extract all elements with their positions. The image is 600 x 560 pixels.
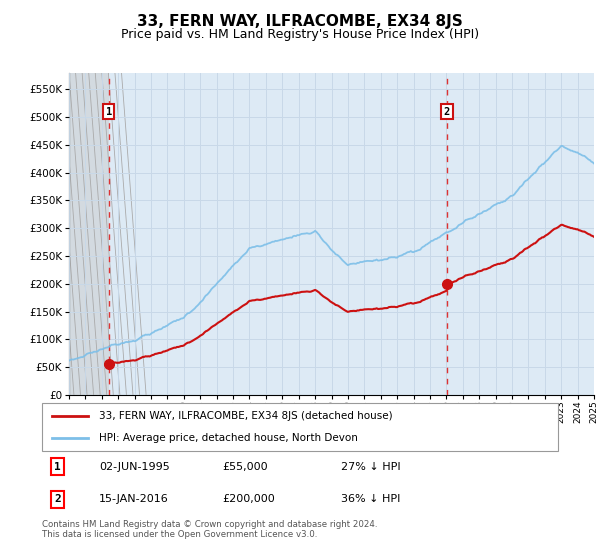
Text: £55,000: £55,000 xyxy=(223,461,268,472)
Text: 1: 1 xyxy=(54,461,61,472)
Text: Price paid vs. HM Land Registry's House Price Index (HPI): Price paid vs. HM Land Registry's House … xyxy=(121,28,479,41)
Text: 27% ↓ HPI: 27% ↓ HPI xyxy=(341,461,401,472)
Text: 15-JAN-2016: 15-JAN-2016 xyxy=(99,494,169,505)
Bar xyxy=(69,73,109,395)
Text: Contains HM Land Registry data © Crown copyright and database right 2024.
This d: Contains HM Land Registry data © Crown c… xyxy=(42,520,377,539)
Text: 2: 2 xyxy=(54,494,61,505)
Text: 36% ↓ HPI: 36% ↓ HPI xyxy=(341,494,401,505)
Text: 02-JUN-1995: 02-JUN-1995 xyxy=(99,461,170,472)
Text: 2: 2 xyxy=(444,106,450,116)
Text: £200,000: £200,000 xyxy=(223,494,275,505)
Text: 33, FERN WAY, ILFRACOMBE, EX34 8JS: 33, FERN WAY, ILFRACOMBE, EX34 8JS xyxy=(137,14,463,29)
Text: 33, FERN WAY, ILFRACOMBE, EX34 8JS (detached house): 33, FERN WAY, ILFRACOMBE, EX34 8JS (deta… xyxy=(99,411,392,421)
FancyBboxPatch shape xyxy=(42,403,558,451)
Text: 1: 1 xyxy=(106,106,112,116)
Text: HPI: Average price, detached house, North Devon: HPI: Average price, detached house, Nort… xyxy=(99,433,358,443)
